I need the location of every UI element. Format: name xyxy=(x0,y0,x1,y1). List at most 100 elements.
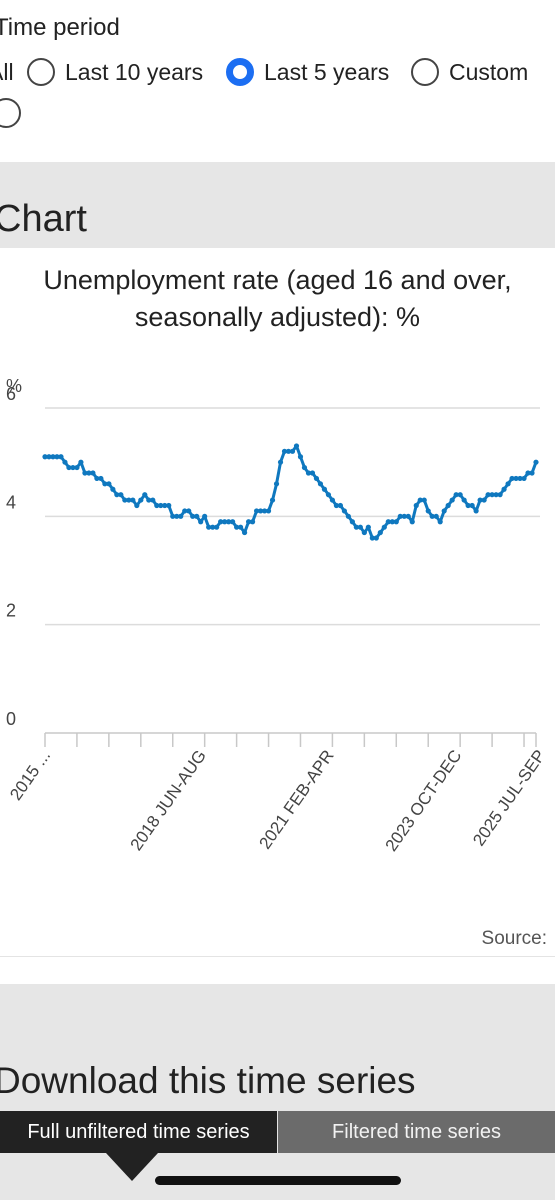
data-point xyxy=(345,513,351,519)
radio-button-all[interactable] xyxy=(0,98,21,128)
y-tick-label: 4 xyxy=(6,492,16,512)
x-tick-label: 2023 OCT-DEC xyxy=(382,746,466,854)
data-point xyxy=(154,502,160,509)
data-point xyxy=(257,508,264,514)
data-point xyxy=(142,492,148,498)
data-point xyxy=(261,508,268,514)
data-point xyxy=(238,524,244,530)
data-point xyxy=(50,454,56,460)
data-point xyxy=(138,497,144,503)
time-period-label: Time period xyxy=(0,14,120,41)
data-point xyxy=(509,475,515,482)
data-point xyxy=(289,448,296,454)
data-point xyxy=(461,497,467,503)
tab-full-unfiltered[interactable]: Full unfiltered time series xyxy=(0,1111,277,1153)
radio-option-last-10-years[interactable]: Last 10 years xyxy=(27,54,203,90)
data-point xyxy=(218,519,224,525)
data-point xyxy=(182,508,188,514)
active-tab-indicator xyxy=(106,1153,158,1181)
data-point xyxy=(265,508,272,514)
data-point xyxy=(293,443,300,449)
data-point xyxy=(449,497,455,503)
data-point xyxy=(46,454,52,460)
data-point xyxy=(313,475,320,482)
data-point xyxy=(397,513,403,519)
x-tick-label: 2021 FEB-APR xyxy=(255,746,337,852)
data-point xyxy=(194,513,200,519)
y-tick-label: 2 xyxy=(6,601,16,621)
data-point xyxy=(369,535,375,541)
data-point xyxy=(281,448,288,454)
home-indicator[interactable] xyxy=(155,1176,401,1185)
radio-button-last-10-years[interactable] xyxy=(27,58,55,86)
data-point xyxy=(361,529,367,536)
data-point xyxy=(465,502,471,509)
data-point xyxy=(269,497,276,503)
data-point xyxy=(305,470,312,476)
data-point xyxy=(437,519,443,525)
x-tick-label: 2025 JUL-SEP xyxy=(469,746,549,849)
data-point xyxy=(329,497,336,503)
series-points xyxy=(42,443,539,541)
data-point xyxy=(210,524,216,530)
series-line xyxy=(45,444,538,540)
data-point xyxy=(349,519,355,525)
data-point xyxy=(525,470,531,476)
data-point xyxy=(353,524,359,530)
radio-option-all[interactable]: All xyxy=(0,54,14,90)
data-point xyxy=(150,497,156,503)
data-point xyxy=(126,497,132,503)
data-point xyxy=(497,492,503,498)
data-point xyxy=(158,502,164,509)
data-point xyxy=(433,513,439,519)
y-axis-label: % xyxy=(6,376,22,396)
data-point xyxy=(517,475,523,482)
data-point xyxy=(333,502,340,509)
data-point xyxy=(130,497,136,503)
data-point xyxy=(86,470,92,476)
data-point xyxy=(365,524,371,530)
data-point xyxy=(66,464,72,471)
data-point xyxy=(202,513,208,519)
data-point xyxy=(473,508,479,514)
data-point xyxy=(122,497,128,503)
data-point xyxy=(301,464,308,471)
data-point xyxy=(297,454,304,460)
data-point xyxy=(341,508,347,514)
data-point xyxy=(134,502,140,509)
data-point xyxy=(42,454,48,460)
radio-button-last-5-years[interactable] xyxy=(226,58,254,86)
data-point xyxy=(321,486,328,492)
data-point xyxy=(385,519,391,525)
data-point xyxy=(74,464,80,471)
x-tick-label: 2018 JUN-AUG xyxy=(127,746,210,854)
chart-section-header: Chart xyxy=(0,162,555,248)
data-point xyxy=(389,519,395,525)
data-point xyxy=(381,524,387,530)
data-point xyxy=(98,475,104,482)
data-point xyxy=(186,508,192,514)
data-point xyxy=(405,513,411,519)
data-point xyxy=(245,519,252,525)
tab-filtered[interactable]: Filtered time series xyxy=(278,1111,555,1153)
data-point xyxy=(94,475,100,482)
data-point xyxy=(425,508,431,514)
data-point xyxy=(62,459,68,465)
data-point xyxy=(90,470,96,476)
radio-option-last-5-years[interactable]: Last 5 years xyxy=(226,54,389,90)
radio-option-custom[interactable]: Custom xyxy=(411,54,528,90)
radio-button-custom[interactable] xyxy=(411,58,439,86)
data-point xyxy=(421,497,427,503)
data-point xyxy=(118,492,124,498)
chart-panel xyxy=(0,248,555,957)
data-point xyxy=(317,481,324,487)
radio-label-all: All xyxy=(0,58,14,85)
data-point xyxy=(70,464,76,471)
data-point xyxy=(58,454,64,460)
x-tick-label: 2015 ... xyxy=(6,746,54,803)
data-point xyxy=(190,513,196,519)
data-point xyxy=(337,502,343,509)
data-point xyxy=(485,492,491,498)
data-point xyxy=(106,481,112,487)
